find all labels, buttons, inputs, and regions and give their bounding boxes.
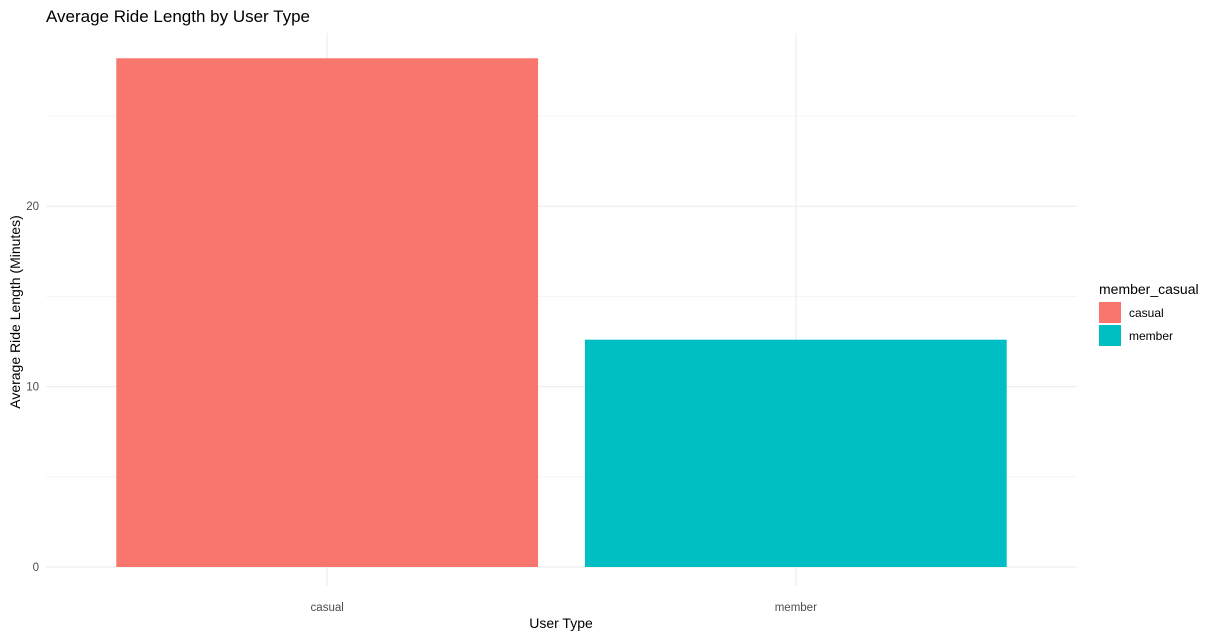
x-axis-title: User Type	[529, 615, 593, 631]
x-tick-label: member	[775, 602, 817, 614]
bars	[116, 58, 1007, 568]
chart-title: Average Ride Length by User Type	[46, 7, 310, 26]
y-axis-ticks: 0 10 20	[26, 201, 39, 574]
legend-swatch-casual	[1099, 302, 1121, 323]
legend-items: casual member	[1099, 302, 1173, 346]
bar-casual	[116, 58, 539, 568]
bar-member	[584, 339, 1007, 567]
legend-swatch-member	[1099, 325, 1121, 346]
x-axis-ticks: casual member	[311, 602, 818, 614]
y-tick-label: 0	[33, 562, 39, 574]
x-tick-label: casual	[311, 602, 344, 614]
legend-label-member: member	[1129, 329, 1173, 343]
legend: member_casual casual member	[1099, 281, 1199, 346]
y-tick-label: 20	[26, 201, 39, 213]
legend-title: member_casual	[1099, 281, 1199, 297]
y-axis-title: Average Ride Length (Minutes)	[7, 215, 23, 409]
legend-label-casual: casual	[1129, 306, 1164, 320]
y-tick-label: 10	[26, 382, 39, 394]
